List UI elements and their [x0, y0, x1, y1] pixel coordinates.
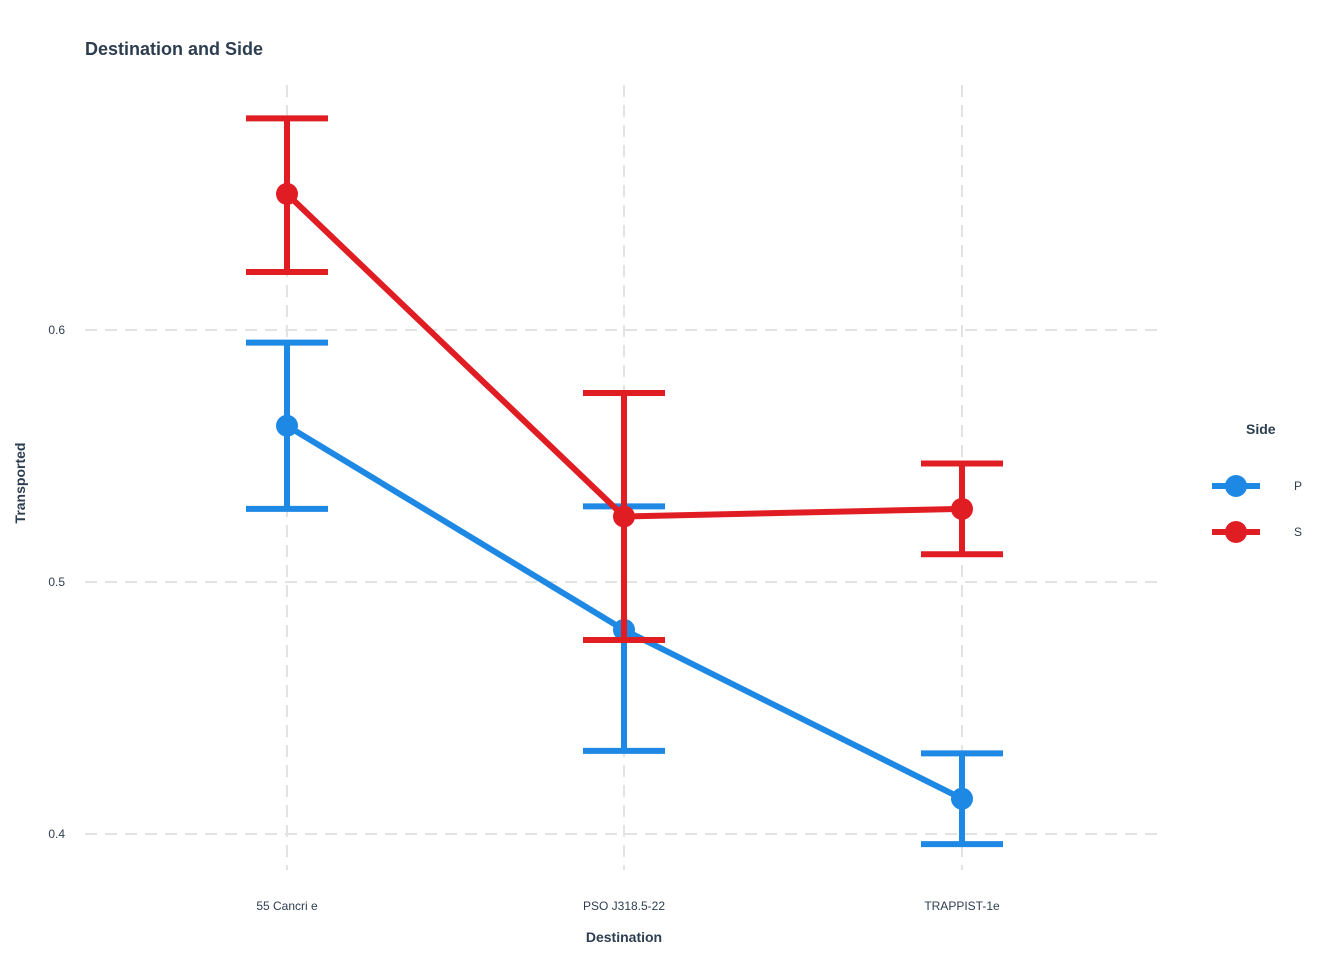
x-tick-label: PSO J318.5-22 — [583, 899, 665, 913]
data-point — [951, 497, 973, 520]
data-point — [613, 505, 635, 528]
x-tick-label: 55 Cancri e — [256, 899, 318, 913]
data-point — [276, 182, 298, 205]
legend-title: Side — [1246, 421, 1276, 437]
legend-item-S: S — [1212, 521, 1302, 543]
x-tick-label: TRAPPIST-1e — [924, 899, 1000, 913]
legend-label: P — [1294, 479, 1302, 493]
legend-key-point — [1225, 475, 1247, 497]
series-S — [246, 115, 1003, 643]
legend-key-point — [1225, 521, 1247, 543]
y-tick-label: 0.4 — [48, 827, 65, 841]
y-axis-title: Transported — [12, 443, 28, 524]
data-point — [276, 414, 298, 437]
series-P — [246, 339, 1003, 848]
legend-label: S — [1294, 525, 1302, 539]
legend-item-P: P — [1212, 475, 1302, 497]
legend: Side P S — [1212, 421, 1302, 543]
series-layer — [246, 115, 1003, 848]
tick-layer: 0.4 0.5 0.6 55 Cancri e PSO J318.5-22 TRAPPIS… — [48, 323, 1000, 913]
y-tick-label: 0.5 — [48, 575, 65, 589]
data-point — [951, 787, 973, 810]
x-axis-title: Destination — [586, 929, 662, 945]
chart-title: Destination and Side — [85, 39, 263, 59]
y-tick-label: 0.6 — [48, 323, 65, 337]
